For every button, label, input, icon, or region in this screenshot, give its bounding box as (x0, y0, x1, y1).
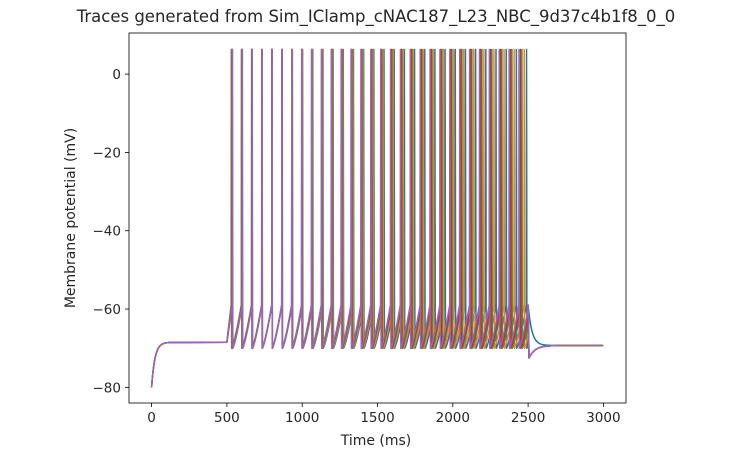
y-tick-label: −60 (93, 302, 122, 318)
x-axis: 0 500 1000 1500 2000 2500 3000 (147, 403, 621, 426)
y-tick-label: −20 (93, 145, 122, 161)
x-tick-label: 1000 (285, 410, 319, 426)
series-line-2 (150, 48, 603, 388)
x-tick-label: 2000 (436, 410, 470, 426)
y-tick-label: 0 (112, 67, 121, 83)
y-tick-label: −40 (93, 224, 122, 240)
x-tick-label: 2500 (511, 410, 545, 426)
series-line-5 (150, 48, 603, 388)
x-tick-label: 0 (147, 410, 156, 426)
y-axis: −80 −60 −40 −20 0 (93, 67, 129, 396)
plot-area (150, 48, 604, 388)
chart-title: Traces generated from Sim_IClamp_cNAC187… (76, 7, 676, 27)
y-axis-label: Membrane potential (mV) (63, 128, 79, 308)
x-tick-label: 1500 (360, 410, 394, 426)
series-line-1 (150, 48, 604, 388)
x-axis-label: Time (ms) (340, 433, 412, 449)
x-tick-label: 500 (214, 410, 240, 426)
y-tick-label: −80 (93, 380, 122, 396)
x-tick-label: 3000 (586, 410, 620, 426)
plot-frame (128, 32, 627, 404)
